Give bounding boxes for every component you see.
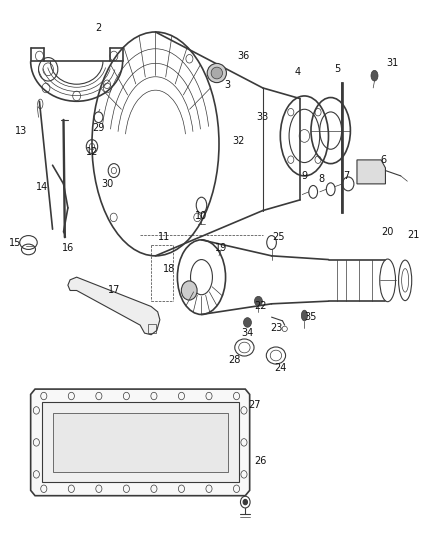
Text: 6: 6 [380,155,386,165]
Ellipse shape [207,63,226,83]
Text: 23: 23 [270,323,282,333]
Text: 9: 9 [301,171,307,181]
Text: 10: 10 [195,211,208,221]
Text: 26: 26 [254,456,267,466]
Text: 24: 24 [274,363,286,373]
Text: 31: 31 [386,58,398,68]
Text: 22: 22 [254,302,267,311]
Polygon shape [42,402,239,482]
Text: 15: 15 [9,238,21,247]
Text: 19: 19 [215,243,227,253]
Text: 11: 11 [158,232,170,242]
Text: 2: 2 [95,23,102,33]
Text: 34: 34 [241,328,254,338]
Polygon shape [53,413,228,472]
Text: 33: 33 [257,112,269,122]
Polygon shape [357,160,385,184]
Ellipse shape [181,281,197,300]
Text: 25: 25 [272,232,284,242]
Text: 13: 13 [15,126,27,135]
Text: 32: 32 [233,136,245,146]
Text: 16: 16 [62,243,74,253]
Text: 29: 29 [92,123,105,133]
Text: 28: 28 [228,355,240,365]
Ellipse shape [371,70,378,81]
Ellipse shape [243,499,247,505]
Text: 18: 18 [162,264,175,274]
Text: 27: 27 [248,400,260,410]
Text: 30: 30 [101,179,113,189]
Text: 4: 4 [295,67,301,77]
Text: 21: 21 [408,230,420,239]
Bar [342,83,343,213]
Text: 12: 12 [86,147,98,157]
Text: 17: 17 [108,286,120,295]
Text: 35: 35 [305,312,317,322]
Ellipse shape [244,318,251,327]
Text: 5: 5 [334,64,340,74]
Text: 7: 7 [343,171,349,181]
Text: 8: 8 [319,174,325,183]
Text: 3: 3 [225,80,231,90]
Text: 14: 14 [35,182,48,191]
Ellipse shape [301,310,307,321]
Text: 36: 36 [237,51,249,61]
Polygon shape [31,389,250,496]
Bar [148,324,156,333]
Text: 20: 20 [381,227,394,237]
Ellipse shape [254,296,262,306]
Ellipse shape [211,67,223,79]
Polygon shape [68,277,160,335]
